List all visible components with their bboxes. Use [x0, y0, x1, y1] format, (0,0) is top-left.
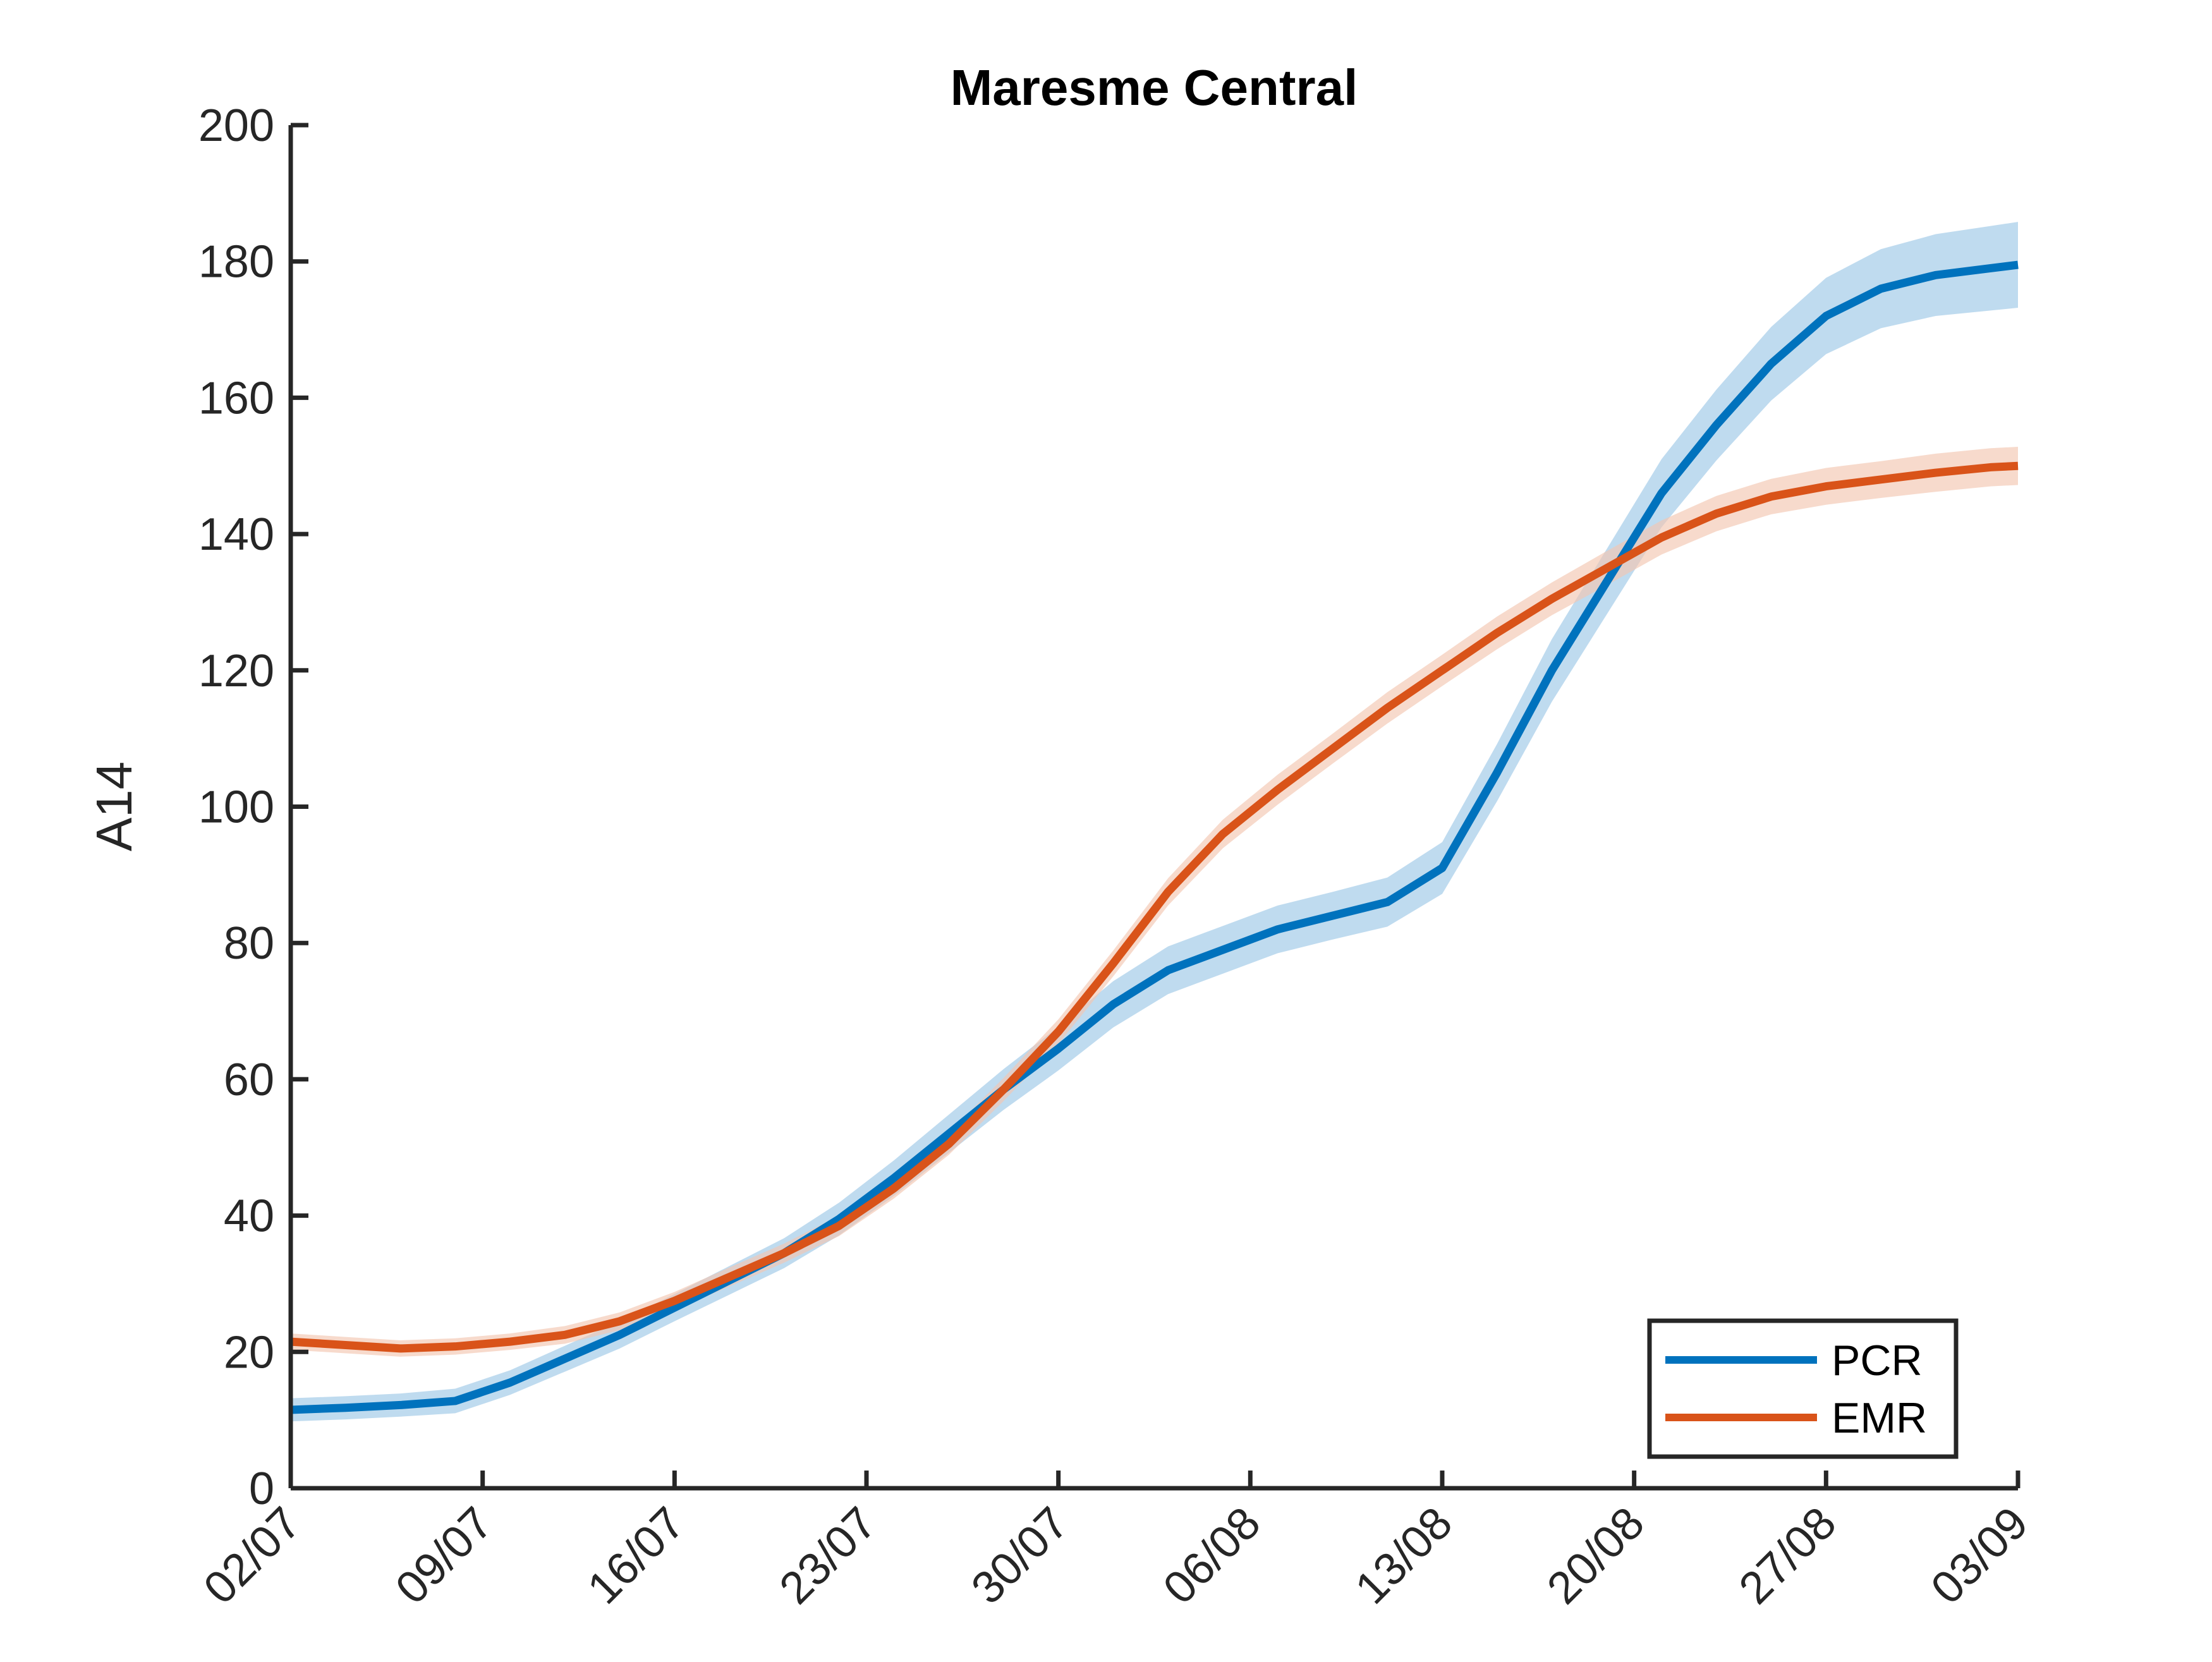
y-tick-label: 120 [198, 646, 274, 696]
y-tick-label: 0 [249, 1464, 274, 1514]
confidence-bands [291, 222, 2018, 1422]
legend-label-pcr: PCR [1832, 1337, 1923, 1385]
band-pcr [291, 222, 2018, 1422]
legend: PCR EMR [1647, 1318, 1959, 1459]
line-emr [290, 461, 2019, 1353]
y-tick-label: 60 [224, 1055, 274, 1105]
y-tick-label: 80 [224, 918, 274, 969]
y-tick-label: 100 [198, 782, 274, 833]
y-tick-label: 200 [198, 100, 274, 151]
chart-title: Maresme Central [951, 59, 1358, 116]
y-tick-label: 140 [198, 509, 274, 560]
y-tick-label: 180 [198, 237, 274, 288]
legend-label-emr: EMR [1832, 1394, 1927, 1442]
line-pcr [290, 260, 2019, 1414]
y-ticks: 0 20 40 60 80 100 120 140 160 180 200 [198, 100, 308, 1514]
series-lines [290, 260, 2019, 1414]
y-axis-label: A14 [86, 761, 142, 851]
band-emr [291, 447, 2018, 1357]
legend-box [1647, 1318, 1959, 1459]
y-tick-label: 160 [198, 373, 274, 423]
y-tick-label: 40 [224, 1191, 274, 1242]
y-tick-label: 20 [224, 1327, 274, 1378]
